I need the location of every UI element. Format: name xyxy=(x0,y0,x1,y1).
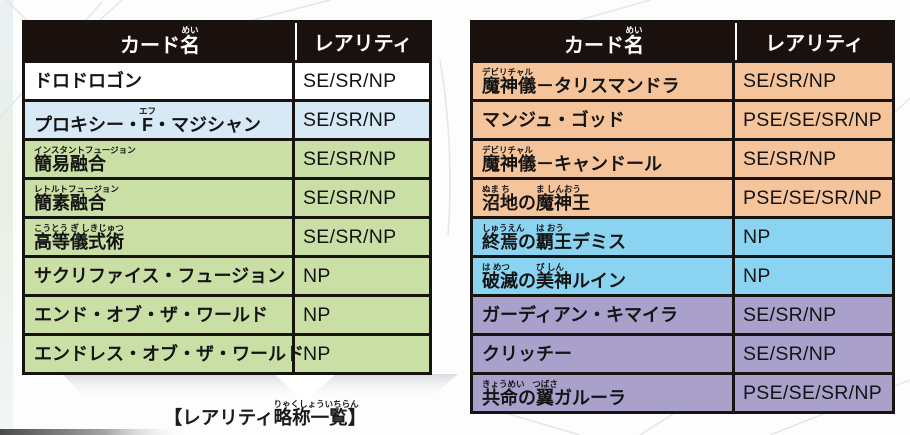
table-row: デビリチャル 魔神儀－タリスマンドラ SE/SR/NP xyxy=(473,63,892,99)
card-name-cell: デビリチャル 魔神儀－タリスマンドラ xyxy=(473,63,735,99)
ruby-segment: インスタントフュージョン 簡易融合 xyxy=(34,144,136,174)
ruby-segment: めい名 xyxy=(624,25,644,57)
ruby-segment: は めつ 破滅 xyxy=(482,261,518,291)
card-name-cell: は めつ 破滅のび しん 美神ルイン xyxy=(473,258,735,294)
card-name-cell: サクリファイス・フュージョン xyxy=(25,258,295,294)
furigana: めい xyxy=(181,25,199,35)
furigana: デビリチャル xyxy=(482,66,533,77)
table-row: こうとう ぎ しきじゅつ 高等儀式術 SE/SR/NP xyxy=(25,219,429,255)
rarity-cell: SE/SR/NP xyxy=(303,108,397,131)
rarity-cell: PSE/SE/SR/NP xyxy=(743,108,883,131)
rarity-cell: SE/SR/NP xyxy=(743,147,837,170)
ruby-segment: きょうめい 共命 xyxy=(482,378,525,408)
furigana: りゃくしょういちらん xyxy=(273,398,359,409)
furigana: は おう xyxy=(536,222,564,233)
furigana: は めつ xyxy=(482,261,510,272)
rarity-cell: SE/SR/NP xyxy=(303,147,397,170)
table-row: ガーディアン・キマイラ SE/SR/NP xyxy=(473,297,892,333)
rarity-header: レアリティ xyxy=(735,23,892,60)
card-name-cell: ガーディアン・キマイラ xyxy=(473,297,735,333)
rarity-cell: SE/SR/NP xyxy=(743,342,837,365)
ruby-segment: は おう 覇王 xyxy=(536,222,572,252)
table-row: マンジュ・ゴッド PSE/SE/SR/NP xyxy=(473,102,892,138)
rarity-cell: NP xyxy=(743,264,771,287)
table-row: エンド・オブ・ザ・ワールド NP xyxy=(25,297,429,333)
card-name-cell: マンジュ・ゴッド xyxy=(473,102,735,138)
card-name-cell: こうとう ぎ しきじゅつ 高等儀式術 xyxy=(25,219,295,255)
card-name-cell: クリッチー xyxy=(473,336,735,372)
rarity-table-left: カード めい名レアリティ ドロドロゴン SE/SR/NP プロキシー・ エフ F・マジシャン… xyxy=(22,20,432,375)
table-row: エンドレス・オブ・ザ・ワールド NP xyxy=(25,336,429,372)
table-row: レトルトフュージョン 簡素融合 SE/SR/NP xyxy=(25,180,429,216)
furigana: エフ xyxy=(138,105,157,116)
table-row: インスタントフュージョン 簡易融合 SE/SR/NP xyxy=(25,141,429,177)
ruby-segment: つばさ翼 xyxy=(532,378,558,408)
furigana: めい xyxy=(625,25,643,35)
card-name-cell: デビリチャル 魔神儀－キャンドール xyxy=(473,141,735,177)
ruby-segment: エフ F xyxy=(138,105,157,135)
card-name-header: カード めい名 xyxy=(120,25,200,57)
furigana: デビリチャル xyxy=(482,144,533,155)
caption: 【レアリティ りゃくしょういちらん 略称一覧】 xyxy=(163,398,367,428)
card-name-cell: エンド・オブ・ザ・ワールド xyxy=(25,297,295,333)
card-name-cell: ぬま ち沼地のま しんおう 魔神王 xyxy=(473,180,735,216)
table-row: ドロドロゴン SE/SR/NP xyxy=(25,63,429,99)
ruby-segment: デビリチャル 魔神儀 xyxy=(482,144,536,174)
table-row: デビリチャル 魔神儀－キャンドール SE/SR/NP xyxy=(473,141,892,177)
card-name-cell: しゅうえん 終焉のは おう 覇王デミス xyxy=(473,219,735,255)
table-row: プロキシー・ エフ F・マジシャン SE/SR/NP xyxy=(25,102,429,138)
ruby-segment: しゅうえん 終焉 xyxy=(482,222,525,252)
rarity-cell: SE/SR/NP xyxy=(743,69,837,92)
rarity-cell: NP xyxy=(303,303,331,326)
table-row: きょうめい 共命の つばさ 翼ガルーラ PSE/SE/SR/NP xyxy=(473,375,892,411)
ruby-segment: めい名 xyxy=(180,25,200,57)
rarity-cell: SE/SR/NP xyxy=(303,186,397,209)
card-name-cell: きょうめい 共命の つばさ 翼ガルーラ xyxy=(473,375,735,411)
table-row: ぬま ち沼地のま しんおう 魔神王 PSE/SE/SR/NP xyxy=(473,180,892,216)
rarity-cell: PSE/SE/SR/NP xyxy=(743,381,883,404)
furigana: こうとう ぎ しきじゅつ xyxy=(34,222,124,233)
ruby-segment: ぬま ち沼地 xyxy=(482,183,518,213)
furigana: きょうめい xyxy=(482,378,525,389)
furigana: つばさ xyxy=(532,378,558,389)
card-name-cell: レトルトフュージョン 簡素融合 xyxy=(25,180,295,216)
card-name-cell: インスタントフュージョン 簡易融合 xyxy=(25,141,295,177)
ruby-segment: ま しんおう 魔神王 xyxy=(536,183,590,213)
furigana: しゅうえん xyxy=(482,222,525,233)
table-row: クリッチー SE/SR/NP xyxy=(473,336,892,372)
furigana: ま しんおう xyxy=(536,183,581,194)
ruby-segment: デビリチャル 魔神儀 xyxy=(482,66,536,96)
rarity-cell: PSE/SE/SR/NP xyxy=(743,186,883,209)
furigana: インスタントフュージョン xyxy=(34,144,136,155)
card-name-cell: ドロドロゴン xyxy=(25,63,295,99)
rarity-cell: NP xyxy=(303,342,331,365)
table-row: は めつ 破滅のび しん 美神ルイン NP xyxy=(473,258,892,294)
rarity-cell: SE/SR/NP xyxy=(743,303,837,326)
rarity-cell: NP xyxy=(743,225,771,248)
rarity-cell: NP xyxy=(303,264,331,287)
ruby-segment: りゃくしょういちらん 略称一覧 xyxy=(273,398,359,428)
furigana: ぬま ち xyxy=(482,183,510,194)
rarity-table-right: カード めい名 レアリティ デビリチャル 魔神儀－タリスマンドラ SE/SR/NP マンジュ… xyxy=(470,20,895,414)
ruby-segment: レトルトフュージョン 簡素融合 xyxy=(34,183,119,213)
rarity-cell: SE/SR/NP xyxy=(303,225,397,248)
header-row: カード めい名 レアリティ xyxy=(473,23,892,60)
furigana: び しん xyxy=(536,261,564,272)
ruby-segment: び しん 美神 xyxy=(536,261,572,291)
ruby-segment: こうとう ぎ しきじゅつ 高等儀式術 xyxy=(34,222,124,252)
rarity-cell: SE/SR/NP xyxy=(303,69,397,92)
table-row: しゅうえん 終焉のは おう 覇王デミス NP xyxy=(473,219,892,255)
card-name-cell: プロキシー・ エフ F・マジシャン xyxy=(25,102,295,138)
rarity-header: レアリティ xyxy=(295,23,429,60)
table-row: サクリファイス・フュージョン NP xyxy=(25,258,429,294)
card-name-cell: エンドレス・オブ・ザ・ワールド xyxy=(25,336,304,372)
furigana: レトルトフュージョン xyxy=(34,183,119,194)
header-row: カード めい名 レアリティ xyxy=(25,23,429,60)
card-name-header: カード めい名 xyxy=(564,25,644,57)
